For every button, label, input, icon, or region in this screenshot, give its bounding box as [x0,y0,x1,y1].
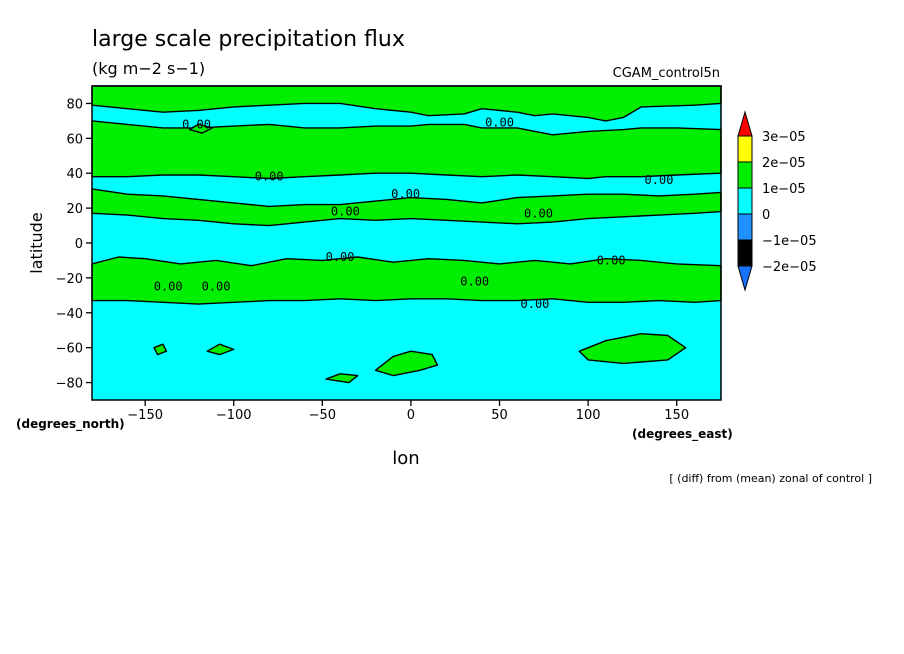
contour-label: 0.00 [521,297,550,311]
chart-title: large scale precipitation flux [92,27,405,52]
contour-region-0 [91,85,722,122]
y-tick-label: −40 [56,307,83,322]
contour-region-4 [578,333,687,365]
contour-label: 0.00 [154,280,183,294]
y-units-label: (degrees_north) [16,417,125,432]
y-axis-label: latitude [27,212,46,273]
x-axis-label: lon [392,448,419,469]
footer-note: [ (diff) from (mean) zonal of control ] [669,472,872,485]
x-units-label: (degrees_east) [632,427,733,442]
colorbar-label: 3e−05 [762,130,806,145]
y-tick-label: 0 [75,237,83,252]
colorbar-under-arrow [737,265,753,292]
contour-label: 0.00 [182,117,211,131]
colorbar: 3e−05 2e−05 1e−05 0 −1e−05 −2e−05 [737,110,817,292]
contour-label: 0.00 [645,173,674,187]
contour-region-6 [325,373,359,384]
contour-label: 0.00 [391,187,420,201]
contour-region-8 [206,343,235,356]
colorbar-label: −2e−05 [762,260,817,275]
colorbar-label: 1e−05 [762,182,806,197]
contour-region-9 [188,123,214,134]
colorbar-segment [737,135,753,163]
contour-region-5 [374,350,439,377]
colorbar-segment [737,161,753,189]
x-tick-label: 0 [407,408,415,423]
y-tick-label: −80 [56,377,83,392]
y-tick-label: 60 [66,132,83,147]
x-tick-label: −100 [216,408,252,423]
colorbar-segment [737,239,753,267]
contour-region-3 [91,256,722,305]
contour-label: 0.00 [460,274,489,288]
x-tick-label: −150 [127,408,163,423]
colorbar-segment [737,187,753,215]
x-axis: −150 −100 −50 0 50 100 150 [127,400,689,423]
x-tick-label: 50 [491,408,508,423]
contour-labels: 0.00 0.00 0.00 0.00 0.00 0.00 0.00 0.00 0.00 0.00… [154,116,674,311]
colorbar-label: 0 [762,208,770,223]
y-tick-label: 80 [66,97,83,112]
colorbar-label: −1e−05 [762,234,817,249]
y-tick-label: −60 [56,342,83,357]
colorbar-over-arrow [737,110,753,137]
contour-label: 0.00 [331,205,360,219]
contour-label: 0.00 [485,116,514,130]
y-tick-label: 20 [66,202,83,217]
y-tick-label: 40 [66,167,83,182]
contour-region-7 [153,343,168,356]
contour-label: 0.00 [597,253,626,267]
plot-area: 0.00 0.00 0.00 0.00 0.00 0.00 0.00 0.00 0.00 0.00… [91,85,722,401]
y-tick-label: −20 [56,272,83,287]
contour-label: 0.00 [202,280,231,294]
dataset-label: CGAM_control5n [613,66,720,81]
y-axis: 80 60 40 20 0 −20 −40 −60 −80 [56,97,92,392]
contour-label: 0.00 [326,250,355,264]
x-tick-label: −50 [309,408,336,423]
contour-label: 0.00 [255,170,284,184]
chart-units: (kg m−2 s−1) [92,59,205,78]
x-tick-label: 100 [576,408,601,423]
x-tick-label: 150 [664,408,689,423]
colorbar-label: 2e−05 [762,156,806,171]
colorbar-segment [737,213,753,241]
contour-label: 0.00 [524,206,553,220]
